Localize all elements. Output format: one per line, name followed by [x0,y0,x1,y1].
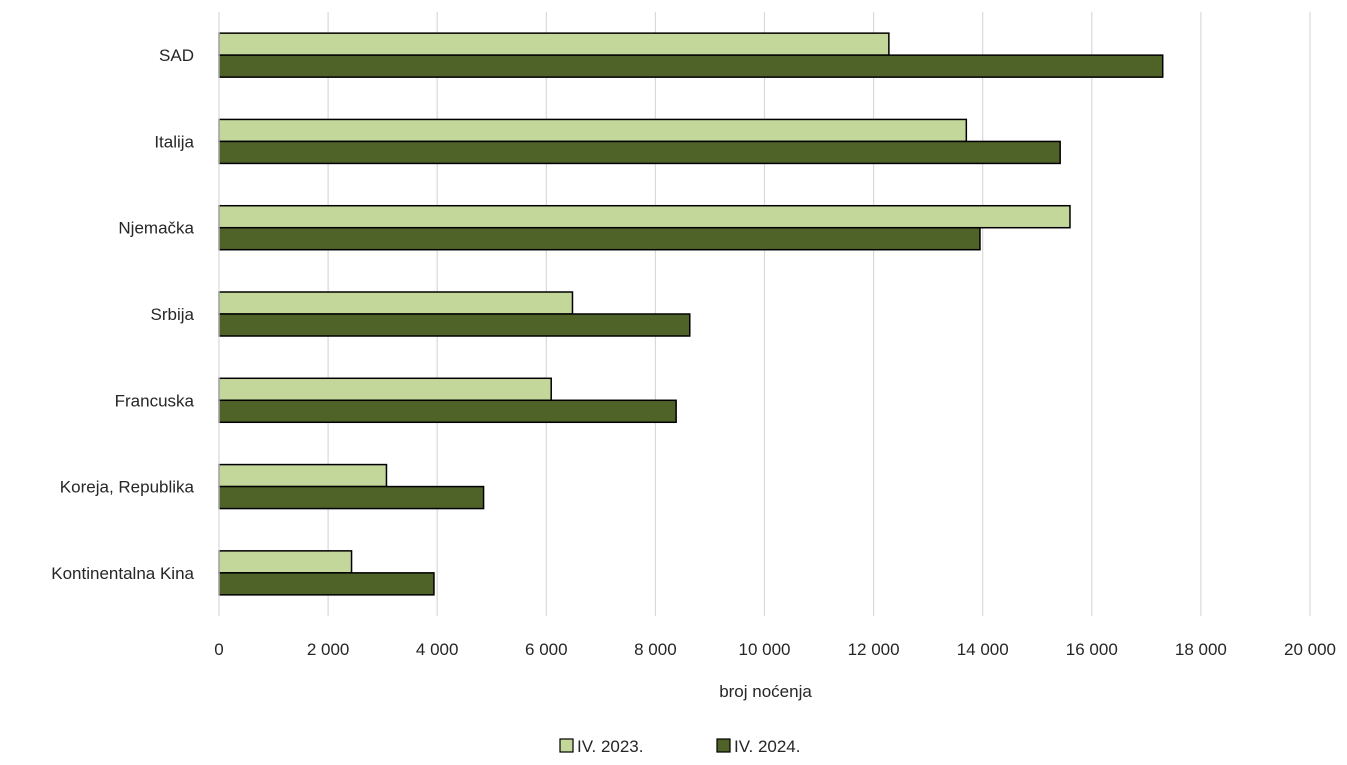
legend-label[interactable]: IV. 2024. [734,737,801,756]
x-tick-label: 0 [214,640,223,659]
legend-swatch[interactable] [716,738,731,753]
x-tick-label: 2 000 [307,640,350,659]
x-tick-label: 6 000 [525,640,568,659]
bar [218,485,485,510]
bar [218,572,435,596]
y-category-label: SAD [159,46,194,65]
x-tick-label: 8 000 [634,640,677,659]
y-category-label: Srbija [151,305,195,324]
bar [218,226,981,251]
bar [218,204,1071,229]
x-axis-title: broj noćenja [719,682,812,701]
bars [218,32,1164,596]
y-category-label: Kontinentalna Kina [51,564,194,583]
bar [218,463,388,488]
y-category-label: Italija [154,132,194,151]
x-tick-label: 10 000 [739,640,791,659]
legend-swatch[interactable] [559,738,574,753]
bar [218,291,574,315]
x-tick-label: 12 000 [848,640,900,659]
x-tick-label: 14 000 [957,640,1009,659]
x-tick-label: 18 000 [1175,640,1227,659]
y-category-label: Francuska [115,391,195,410]
bar [218,399,677,424]
labels: 0 2 000 4 000 6 000 8 000 10 000 12 000 14 000 1… [51,46,1336,659]
legend-label[interactable]: IV. 2023. [577,737,644,756]
gridlines [327,12,1311,616]
legend[interactable]: IV. 2023. IV. 2024. [559,737,801,756]
bar [218,54,1164,78]
bar [218,118,968,143]
bar [218,377,552,402]
y-category-label: Koreja, Republika [60,478,195,497]
y-category-label: Njemačka [118,219,194,238]
bar [218,313,691,337]
bar [218,550,353,574]
bar [218,140,1061,165]
x-tick-label: 16 000 [1066,640,1118,659]
x-tick-label: 4 000 [416,640,459,659]
bar [218,32,890,56]
x-tick-label: 20 000 [1284,640,1336,659]
